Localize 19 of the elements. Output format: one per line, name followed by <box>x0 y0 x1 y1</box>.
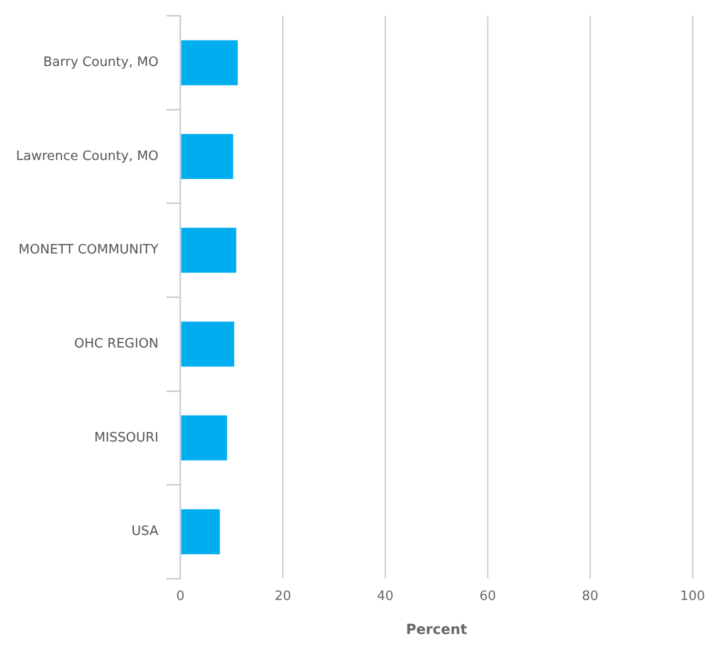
bar <box>181 134 234 180</box>
y-tick-label: Lawrence County, MO <box>16 148 158 164</box>
bar <box>181 509 220 554</box>
y-tick-label: USA <box>132 524 159 540</box>
bar <box>181 322 234 367</box>
x-tick-label: 0 <box>176 588 185 604</box>
bar <box>181 40 238 86</box>
bar <box>181 415 228 460</box>
y-tick-label: MISSOURI <box>94 430 158 446</box>
x-tick-label: 20 <box>274 588 292 604</box>
y-tick-label: MONETT COMMUNITY <box>18 242 158 258</box>
x-tick-label: 40 <box>377 588 394 604</box>
bar <box>181 228 236 273</box>
x-tick-label: 60 <box>479 588 496 604</box>
y-tick-label: OHC REGION <box>74 336 158 352</box>
y-tick-label: Barry County, MO <box>43 55 158 70</box>
x-tick-label: 80 <box>582 588 598 604</box>
x-tick-label: 100 <box>680 588 706 604</box>
x-axis-title: Percent <box>406 622 468 638</box>
